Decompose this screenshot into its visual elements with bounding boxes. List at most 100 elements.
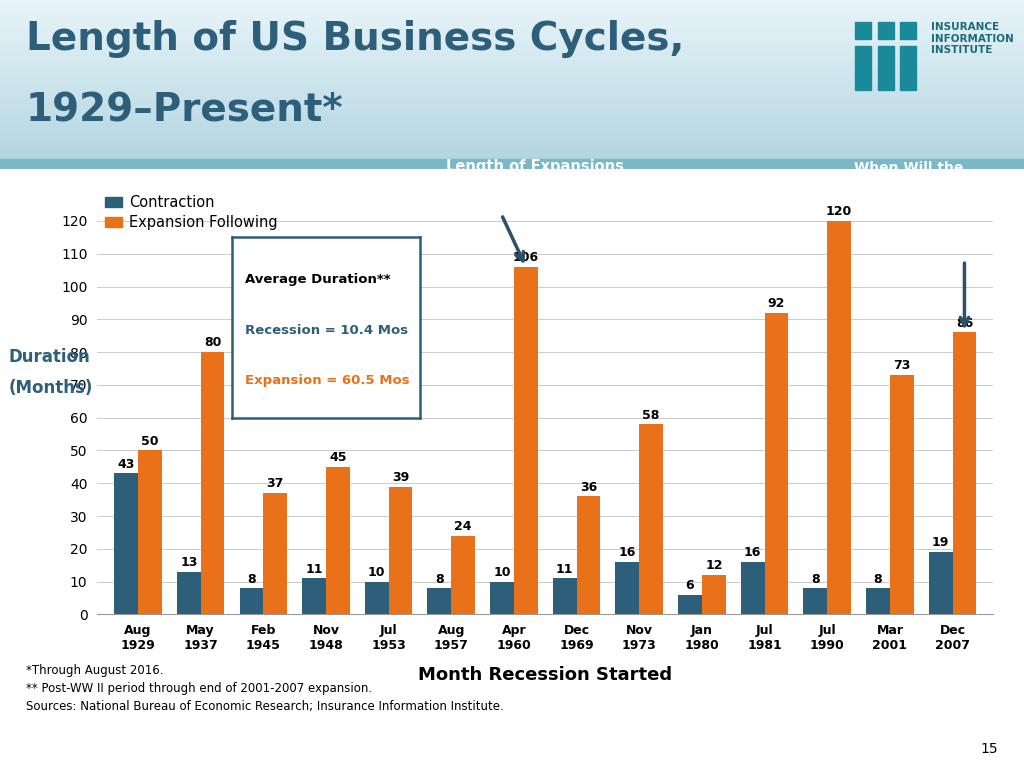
Bar [0,166,1024,167]
Bar [302,578,326,614]
Bar [0,164,1024,166]
Bar [0,12,1024,14]
Bar [0,52,1024,54]
Bar [0,73,1024,74]
Text: 13: 13 [180,556,198,569]
Bar [639,424,664,614]
Bar [0,42,1024,44]
Bar [804,588,827,614]
Bar [0,48,1024,49]
Bar [0,94,1024,96]
Text: 10: 10 [368,566,385,579]
Bar [0,115,1024,117]
Bar [0,162,1024,164]
Bar [0,138,1024,141]
Bar [0,14,1024,15]
Bar [0,66,1024,68]
Bar [0,2,1024,3]
Bar [577,496,600,614]
Bar [0,17,1024,18]
Bar [0,130,1024,132]
Bar [878,22,894,39]
Bar [740,562,765,614]
Text: 8: 8 [811,573,819,585]
Bar [0,134,1024,135]
Text: 45: 45 [329,452,347,464]
Bar [490,581,514,614]
Bar [0,91,1024,93]
Text: *Through August 2016.: *Through August 2016. [26,664,163,677]
Bar [0,45,1024,48]
Text: 11: 11 [556,563,573,576]
Bar [0,142,1024,144]
Bar [952,333,976,614]
Bar [138,451,162,614]
Bar [263,493,287,614]
Text: 92: 92 [768,297,785,310]
Bar [0,5,1024,7]
Bar [0,59,1024,61]
Bar [0,78,1024,79]
Bar [0,86,1024,88]
Bar [0,144,1024,145]
Bar [0,22,1024,24]
Text: 73: 73 [893,359,910,372]
Bar [0,15,1024,17]
Text: 50: 50 [141,435,159,448]
Bar [0,3,1024,5]
Bar [0,10,1024,12]
Bar [0,128,1024,130]
Text: 12: 12 [706,559,723,572]
Bar [0,31,1024,32]
Bar [0,96,1024,98]
Text: 39: 39 [392,471,410,484]
Bar [678,594,701,614]
Bar [0,44,1024,45]
Bar [0,151,1024,152]
Bar [0,74,1024,76]
Bar [0,124,1024,125]
Text: INSURANCE
INFORMATION
INSTITUTE: INSURANCE INFORMATION INSTITUTE [931,22,1014,55]
Bar [0,20,1024,22]
Bar [0,49,1024,51]
Bar [0,111,1024,113]
Bar [0,88,1024,90]
Bar [0,7,1024,8]
Bar [0,35,1024,37]
Bar [0,125,1024,127]
Bar [0,137,1024,138]
Bar [0,71,1024,73]
Text: 16: 16 [744,546,762,559]
Bar [855,45,871,90]
Bar [427,588,452,614]
Bar [0,39,1024,41]
Bar [890,375,913,614]
Bar [365,581,389,614]
Bar [115,473,138,614]
Bar [0,61,1024,62]
Text: 11: 11 [305,563,323,576]
Bar [0,103,1024,104]
Bar [0,104,1024,107]
Bar [0,161,1024,162]
Bar [0,90,1024,91]
Bar [0,28,1024,31]
Bar [177,571,201,614]
Legend: Contraction, Expansion Following: Contraction, Expansion Following [104,195,278,230]
Bar [0,113,1024,115]
Bar [866,588,890,614]
Bar [0,147,1024,149]
Text: When Will the
Next Recession
Start? 2018?: When Will the Next Recession Start? 2018… [849,161,969,212]
Text: 8: 8 [247,573,256,585]
Bar [240,588,263,614]
Text: ** Post-WW II period through end of 2001-2007 expansion.: ** Post-WW II period through end of 2001… [26,682,372,695]
Text: 120: 120 [826,205,852,218]
Bar [615,562,639,614]
Bar [0,117,1024,118]
Text: 43: 43 [118,458,135,471]
Bar [0,141,1024,142]
Bar [929,552,952,614]
Bar [0,18,1024,20]
Bar [0,25,1024,27]
Bar [514,266,538,614]
